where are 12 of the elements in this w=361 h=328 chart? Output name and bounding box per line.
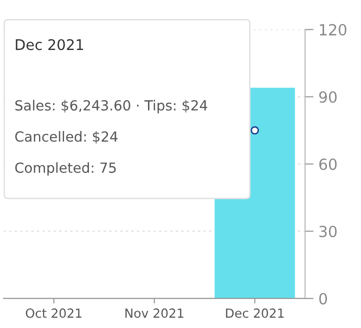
y-tick-label: 30 bbox=[319, 226, 337, 238]
x-tick-label: Nov 2021 bbox=[125, 308, 184, 318]
x-tick-label: Oct 2021 bbox=[26, 308, 82, 318]
annotation: Dec 2021 bbox=[16, 39, 84, 50]
annotation: Sales: $6,243.60 · Tips: $24 bbox=[15, 100, 208, 114]
y-tick-label: 60 bbox=[319, 158, 337, 170]
y-tick-label: 120 bbox=[320, 24, 346, 36]
y-tick-label: 90 bbox=[319, 91, 337, 103]
annotation: Completed: 75 bbox=[15, 162, 116, 176]
y-tick-label: 0 bbox=[319, 292, 327, 304]
x-tick-label: Dec 2021 bbox=[226, 308, 284, 318]
annotation: Cancelled: $24 bbox=[15, 131, 118, 144]
